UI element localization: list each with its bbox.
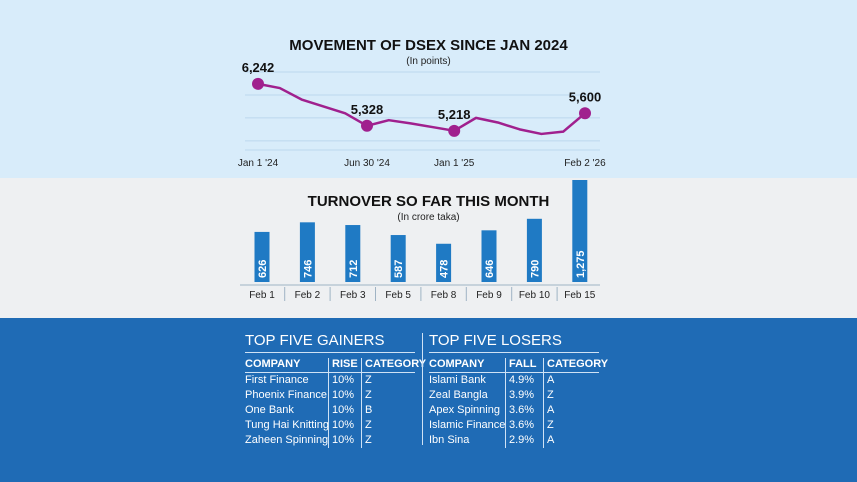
gainers-cell: Z xyxy=(365,374,372,386)
turnover-bar-label: 746 xyxy=(302,260,314,278)
turnover-bar-label: 712 xyxy=(348,260,360,278)
turnover-category-label: Feb 8 xyxy=(431,290,457,301)
gainers-cell: Tung Hai Knitting xyxy=(245,419,329,431)
gainers-cell: Z xyxy=(365,389,372,401)
dsex-data-label: 5,600 xyxy=(569,89,602,104)
losers-cell: 3.9% xyxy=(509,389,535,401)
losers-header: CATEGORY xyxy=(547,358,609,370)
gainers-cell: 10% xyxy=(332,404,355,416)
losers-header: COMPANY xyxy=(429,358,485,370)
gainers-cell: B xyxy=(365,404,373,416)
turnover-category-label: Feb 9 xyxy=(476,290,502,301)
turnover-bar xyxy=(572,180,588,282)
gainers-cell: 10% xyxy=(332,419,355,431)
gainers-cell: First Finance xyxy=(245,374,309,386)
dsex-chart-panel xyxy=(0,0,857,178)
dsex-data-label: 5,218 xyxy=(438,107,471,122)
turnover-bar xyxy=(436,243,452,282)
turnover-chart-title: TURNOVER SO FAR THIS MONTH xyxy=(307,193,550,210)
gainers-title-rule xyxy=(245,352,415,353)
gainers-cell: One Bank xyxy=(245,404,294,416)
losers-header-rule xyxy=(429,372,599,373)
losers-cell: Z xyxy=(547,389,554,401)
gainers-title: TOP FIVE GAINERS xyxy=(245,332,385,349)
gainers-column-divider xyxy=(361,358,362,448)
gainers-header: COMPANY xyxy=(245,358,301,370)
turnover-bar xyxy=(390,235,406,282)
losers-cell: A xyxy=(547,404,555,416)
dsex-marker xyxy=(579,107,591,120)
turnover-category-label: Feb 10 xyxy=(519,290,551,301)
dsex-marker xyxy=(252,77,264,90)
dsex-tick-label: Feb 2 '26 xyxy=(564,158,606,169)
losers-cell: Apex Spinning xyxy=(429,404,500,416)
losers-title-rule xyxy=(429,352,599,353)
turnover-category-label: Feb 5 xyxy=(385,290,411,301)
turnover-bar-label: 646 xyxy=(484,260,496,278)
turnover-bar-label: 587 xyxy=(393,260,405,278)
turnover-category-label: Feb 2 xyxy=(295,290,321,301)
gainers-header: CATEGORY xyxy=(365,358,427,370)
dsex-tick-label: Jan 1 '25 xyxy=(434,158,475,169)
losers-cell: Z xyxy=(547,419,554,431)
dsex-tick-label: Jun 30 '24 xyxy=(344,158,390,169)
losers-cell: 4.9% xyxy=(509,374,535,386)
losers-cell: A xyxy=(547,434,555,446)
turnover-bar xyxy=(254,231,270,282)
turnover-chart-subtitle: (In crore taka) xyxy=(397,212,460,223)
losers-title: TOP FIVE LOSERS xyxy=(429,332,562,349)
losers-cell: Zeal Bangla xyxy=(429,389,488,401)
turnover-bar-label: 626 xyxy=(257,260,269,278)
gainers-losers-panel xyxy=(0,318,857,482)
losers-column-divider xyxy=(543,358,544,448)
turnover-bar-label: 1,275 xyxy=(575,250,587,278)
losers-cell: 2.9% xyxy=(509,434,535,446)
turnover-category-label: Feb 15 xyxy=(564,290,596,301)
losers-cell: A xyxy=(547,374,555,386)
turnover-category-label: Feb 1 xyxy=(249,290,275,301)
losers-cell: 3.6% xyxy=(509,404,535,416)
dsex-series-line xyxy=(257,82,586,136)
dsex-tick-label: Jan 1 '24 xyxy=(238,158,279,169)
gainers-column-divider xyxy=(328,358,329,448)
dsex-chart-title: MOVEMENT OF DSEX SINCE JAN 2024 xyxy=(289,37,568,54)
charts-svg: 6,242 5,328 5,218 5,600 Jan 1 '24 Jun 30 '24 J… xyxy=(238,60,606,301)
gainers-cell: Zaheen Spinning xyxy=(245,434,329,446)
gainers-cell: Z xyxy=(365,434,372,446)
gainers-cell: Phoenix Finance xyxy=(245,389,327,401)
dsex-marker xyxy=(361,119,373,132)
turnover-bar-label: 790 xyxy=(529,260,541,278)
turnover-chart-panel xyxy=(0,178,857,318)
gainers-cell: 10% xyxy=(332,434,355,446)
losers-column-divider xyxy=(505,358,506,448)
losers-header: FALL xyxy=(509,358,537,370)
dsex-data-label: 5,328 xyxy=(351,102,384,117)
losers-cell: 3.6% xyxy=(509,419,535,431)
turnover-bar-label: 478 xyxy=(439,260,451,278)
gainers-cell: Z xyxy=(365,419,372,431)
gainers-header-rule xyxy=(245,372,415,373)
dsex-data-label: 6,242 xyxy=(242,60,275,75)
gainers-cell: 10% xyxy=(332,374,355,386)
table-divider xyxy=(422,333,423,445)
losers-cell: Ibn Sina xyxy=(429,434,470,446)
gainers-cell: 10% xyxy=(332,389,355,401)
losers-cell: Islamic Finance xyxy=(429,419,506,431)
gainers-header: RISE xyxy=(332,358,358,370)
dsex-chart-subtitle: (In points) xyxy=(406,56,451,67)
turnover-bar xyxy=(526,218,542,282)
turnover-bar xyxy=(345,225,361,282)
turnover-category-label: Feb 3 xyxy=(340,290,366,301)
dsex-marker xyxy=(448,124,461,137)
losers-cell: Islami Bank xyxy=(429,374,486,386)
turnover-bar xyxy=(481,230,497,282)
turnover-bar xyxy=(299,222,315,282)
